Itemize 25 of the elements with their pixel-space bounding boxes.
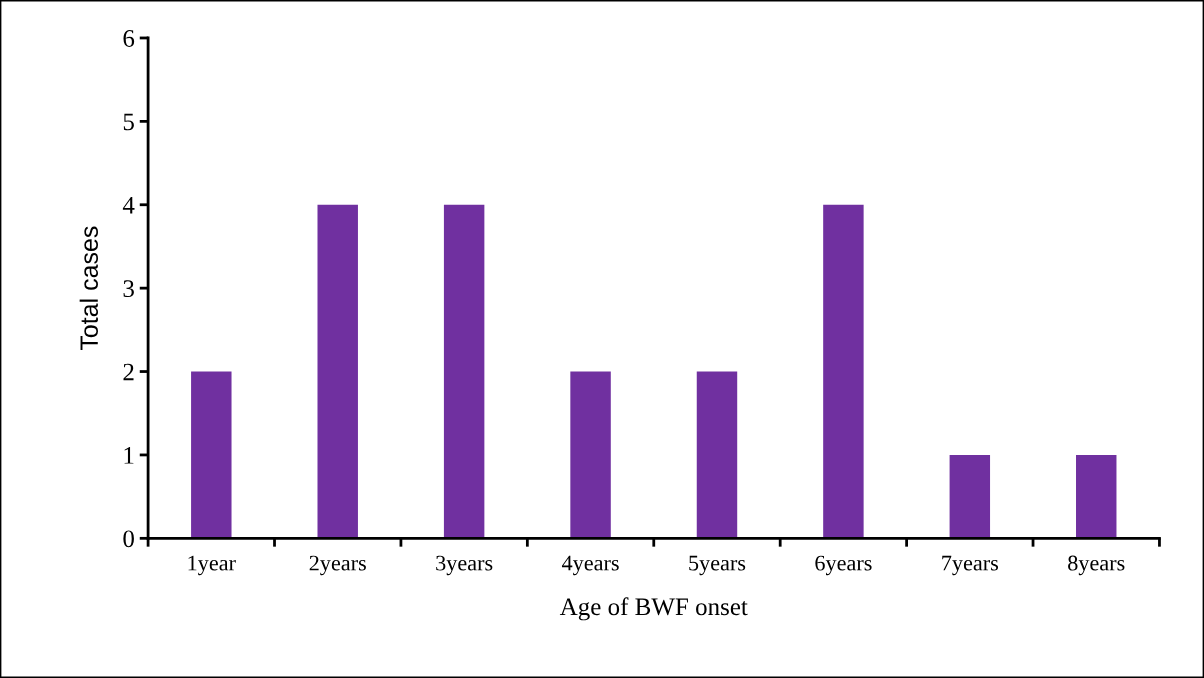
bar	[191, 371, 232, 539]
x-tick-label: 2years	[309, 555, 366, 576]
y-tick-label: 5	[123, 113, 134, 131]
x-tick-label: 6years	[815, 555, 872, 576]
x-axis-title: Age of BWF onset	[559, 597, 748, 621]
y-tick-label: 1	[124, 447, 134, 464]
x-tick-label: 7years	[942, 555, 999, 576]
x-tick-label: 4years	[562, 555, 619, 576]
bar	[949, 454, 991, 539]
x-tick-label: 5years	[689, 555, 746, 576]
x-tick-label: 8years	[1068, 555, 1125, 576]
x-tick-label: 3years	[436, 555, 493, 576]
bar	[443, 204, 485, 539]
bar	[696, 371, 738, 539]
y-tick-label: 6	[123, 30, 135, 47]
bar	[823, 204, 864, 539]
y-tick-label: 2	[123, 363, 134, 381]
y-tick-label: 0	[123, 530, 134, 548]
y-axis-title: Total cases	[79, 226, 99, 351]
bar	[570, 371, 611, 539]
x-tick-label: 1year	[188, 555, 236, 576]
bar	[1076, 454, 1117, 539]
y-tick-label: 4	[122, 196, 135, 214]
bar	[317, 204, 358, 539]
y-tick-label: 3	[123, 280, 134, 298]
